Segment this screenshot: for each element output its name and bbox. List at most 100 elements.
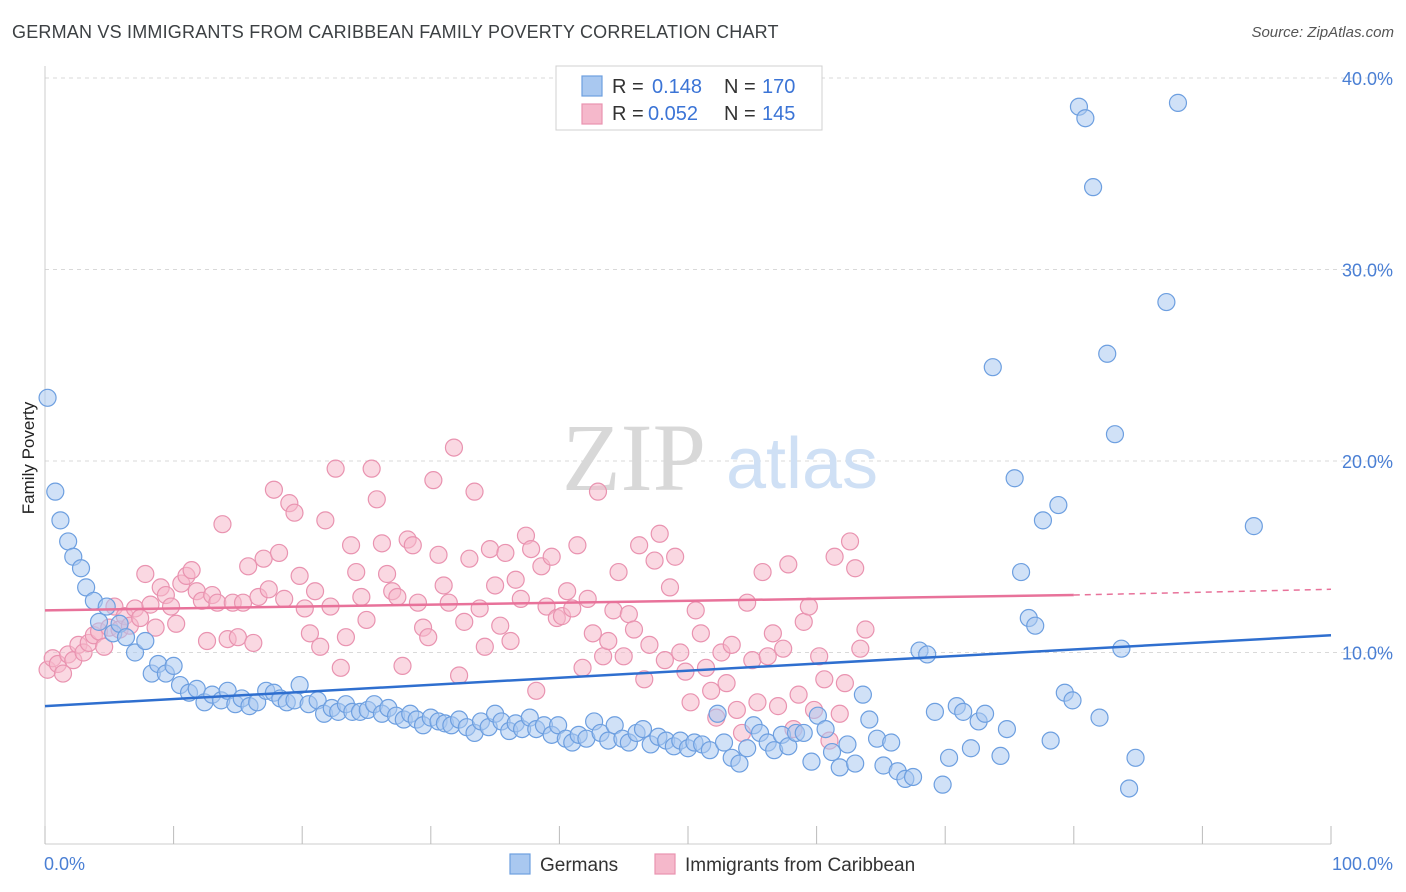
germans-points — [38, 93, 1263, 798]
caribbean-point — [583, 624, 602, 643]
caribbean-point — [213, 515, 232, 534]
caribbean-point — [511, 589, 530, 608]
caribbean-point — [244, 633, 263, 653]
germans-point — [1105, 425, 1125, 444]
caribbean-point — [269, 543, 289, 563]
germans-point — [816, 719, 835, 739]
caribbean-point — [362, 459, 381, 478]
germans-point — [822, 742, 842, 762]
germans-point — [1083, 178, 1103, 197]
x-tick-label: 0.0% — [44, 854, 85, 874]
caribbean-point — [388, 587, 407, 607]
caribbean-point — [336, 628, 356, 647]
caribbean-point — [259, 580, 278, 599]
caribbean-point — [599, 631, 618, 651]
caribbean-point — [794, 612, 813, 631]
germans-point — [59, 532, 78, 551]
caribbean-point — [305, 582, 325, 601]
caribbean-point — [53, 664, 73, 683]
caribbean-point — [480, 539, 500, 559]
caribbean-point — [681, 693, 700, 712]
caribbean-point — [357, 610, 376, 630]
caribbean-point — [506, 570, 525, 589]
caribbean-trend-line — [44, 593, 1074, 612]
caribbean-point — [563, 599, 582, 618]
caribbean-point — [352, 587, 371, 607]
caribbean-point — [146, 618, 165, 637]
germans-point — [903, 767, 923, 787]
legend-r-label-1: R = — [612, 76, 644, 98]
legend-r-label-2: R = — [612, 103, 644, 125]
caribbean-point — [182, 561, 201, 580]
caribbean-point — [429, 545, 448, 564]
caribbean-point — [95, 637, 114, 656]
caribbean-point — [717, 674, 736, 693]
caribbean-point — [763, 624, 782, 643]
germans-point — [975, 704, 995, 723]
caribbean-point — [326, 459, 345, 478]
caribbean-trend-extension — [1073, 588, 1332, 596]
caribbean-point — [578, 589, 597, 608]
germans-point — [1090, 708, 1109, 727]
germans-point — [1244, 517, 1263, 536]
germans-point — [961, 739, 981, 758]
caribbean-point — [141, 595, 160, 614]
legend-n-label-2: N = — [724, 103, 756, 125]
germans-point — [605, 716, 624, 735]
germans-point — [700, 741, 719, 760]
watermark-atlas: atlas — [726, 424, 878, 504]
caribbean-point — [275, 589, 294, 608]
caribbean-point — [403, 536, 422, 555]
caribbean-point — [738, 593, 757, 612]
germans-point — [1119, 779, 1139, 798]
caribbean-point — [856, 620, 875, 639]
caribbean-point — [588, 482, 608, 501]
germans-point — [51, 511, 70, 530]
caribbean-point — [290, 566, 309, 586]
caribbean-point — [660, 578, 680, 597]
caribbean-point — [419, 628, 438, 647]
caribbean-point — [136, 564, 155, 584]
caribbean-point — [645, 551, 664, 570]
caribbean-point — [475, 637, 494, 656]
caribbean-point — [501, 631, 520, 651]
caribbean-point — [496, 543, 515, 563]
caribbean-point — [424, 471, 443, 490]
germans-point — [1033, 511, 1053, 530]
caribbean-point — [840, 532, 860, 551]
caribbean-point — [439, 593, 458, 612]
germans-point — [997, 719, 1017, 739]
caribbean-point — [614, 647, 633, 666]
caribbean-point — [691, 624, 710, 643]
germans-point — [838, 735, 857, 754]
caribbean-point — [197, 631, 217, 651]
caribbean-point — [640, 635, 659, 654]
caribbean-point — [846, 559, 865, 578]
caribbean-point — [434, 576, 453, 595]
germans-trend-line — [44, 634, 1332, 708]
caribbean-point — [789, 685, 808, 704]
germans-point — [549, 716, 568, 735]
legend-swatch-germans — [581, 75, 603, 97]
caribbean-point — [835, 674, 854, 693]
germans-point — [71, 559, 91, 578]
germans-point — [714, 733, 734, 752]
caribbean-point — [377, 564, 397, 584]
caribbean-point — [254, 549, 273, 568]
caribbean-point — [228, 628, 247, 647]
legend-bottom: Germans Immigrants from Caribbean — [509, 853, 915, 876]
germans-point — [730, 754, 749, 773]
germans-point — [97, 597, 116, 616]
germans-point — [794, 723, 813, 743]
caribbean-point — [558, 582, 577, 601]
caribbean-point — [594, 647, 613, 666]
germans-point — [1157, 292, 1176, 312]
caribbean-point — [486, 576, 505, 595]
caribbean-point — [527, 681, 546, 700]
caribbean-point — [774, 639, 793, 658]
x-tick-label: 100.0% — [1332, 854, 1393, 874]
caribbean-point — [686, 601, 705, 620]
caribbean-point — [264, 480, 284, 499]
germans-point — [89, 612, 109, 631]
caribbean-point — [748, 693, 767, 712]
